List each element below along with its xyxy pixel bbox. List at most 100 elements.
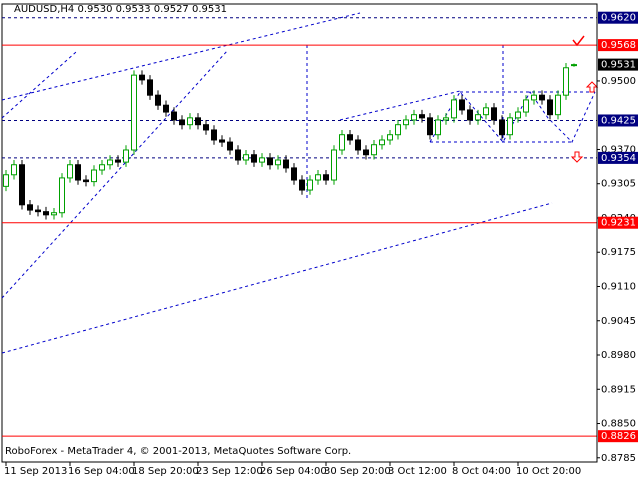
candle-body	[275, 159, 281, 166]
plot-frame	[1, 3, 598, 463]
candle-body	[531, 94, 537, 101]
x-tick-label: 3 Oct 12:00	[388, 466, 447, 477]
candle-body	[259, 157, 265, 163]
candle-body	[451, 99, 457, 119]
candle-body	[379, 139, 385, 146]
candle-body	[67, 164, 73, 179]
candle-body	[419, 114, 425, 119]
candle-body	[427, 117, 433, 136]
candle-body	[211, 129, 217, 141]
candle-body	[35, 209, 41, 213]
candle-body	[43, 211, 49, 216]
level-label: 0.9620	[601, 13, 636, 24]
y-tick-label: 0.8785	[601, 453, 636, 464]
y-tick-label: 0.9110	[601, 281, 636, 292]
price-tag	[598, 58, 638, 71]
candle-body	[11, 164, 17, 176]
candle-body	[147, 79, 153, 96]
candle-body	[107, 159, 113, 166]
level-tag	[598, 216, 638, 229]
candle-body	[347, 134, 353, 141]
candle-body	[571, 64, 577, 67]
candle-body	[315, 174, 321, 181]
candle-body	[363, 149, 369, 156]
candle-body	[323, 174, 329, 181]
y-tick-label: 0.8980	[601, 350, 636, 361]
y-tick-label: 0.8915	[601, 384, 636, 395]
x-tick-label: 26 Sep 04:00	[260, 466, 327, 477]
candle-body	[395, 124, 401, 136]
candle-body	[59, 177, 65, 214]
candle-body	[115, 159, 121, 163]
trend-line	[339, 90, 461, 121]
candle-body	[307, 179, 313, 191]
candle-body	[27, 204, 33, 211]
price-label: 0.9531	[601, 60, 636, 71]
trend-lines	[1, 12, 596, 354]
candle-body	[83, 179, 89, 183]
candle-body	[291, 167, 297, 181]
candle-body	[267, 157, 273, 166]
y-tick-label: 0.9370	[601, 144, 636, 155]
x-tick-label: 8 Oct 04:00	[452, 466, 511, 477]
level-tag	[598, 151, 638, 164]
candle-body	[515, 111, 521, 119]
level-tag	[598, 114, 638, 127]
candle-body	[203, 124, 209, 131]
candle-body	[563, 67, 569, 96]
candle-body	[555, 94, 561, 116]
level-label: 0.8826	[601, 431, 636, 442]
footer: RoboForex - MetaTrader 4, © 2001-2013, M…	[5, 446, 351, 457]
candle-body	[387, 134, 393, 141]
candle-body	[3, 174, 9, 187]
candle-body	[483, 107, 489, 116]
candle-body	[163, 104, 169, 113]
y-tick-label: 0.9500	[601, 76, 636, 87]
level-label: 0.9425	[601, 115, 636, 126]
candle-body	[243, 154, 249, 161]
candle-body	[91, 169, 97, 183]
x-tick-label: 18 Sep 20:00	[132, 466, 199, 477]
candle-body	[507, 117, 513, 136]
y-tick-label: 0.9045	[601, 316, 636, 327]
y-tick-label: 0.9305	[601, 179, 636, 190]
candle-body	[435, 119, 441, 136]
level-tag	[598, 11, 638, 24]
candle-body	[331, 149, 337, 181]
candle-body	[491, 107, 497, 121]
x-tick-label: 30 Sep 20:00	[324, 466, 391, 477]
trend-line	[1, 12, 361, 101]
candle-body	[251, 154, 257, 163]
chart-title: AUDUSD,H4 0.9530 0.9533 0.9527 0.9531	[14, 4, 227, 15]
candle-body	[123, 149, 129, 163]
y-tick-label: 0.8850	[601, 419, 636, 430]
check-mark	[572, 35, 585, 47]
candle-body	[299, 179, 305, 191]
candle-body	[539, 94, 545, 101]
level-tag	[598, 430, 638, 443]
candle-body	[155, 94, 161, 106]
candle-body	[235, 149, 241, 161]
candle-body	[459, 99, 465, 111]
candle-body	[355, 139, 361, 151]
candle-body	[75, 164, 81, 181]
trend-line	[1, 51, 77, 119]
pattern-line	[429, 91, 596, 143]
candle-body	[139, 74, 145, 81]
candle-body	[179, 119, 185, 126]
candle-body	[219, 139, 225, 143]
candle-body	[403, 119, 409, 126]
candle-body	[283, 159, 289, 169]
candle-body	[227, 141, 233, 151]
level-label: 0.9231	[601, 218, 636, 229]
candle-body	[131, 74, 137, 151]
candle-body	[467, 109, 473, 121]
trend-line	[1, 202, 553, 354]
candle-body	[475, 114, 481, 121]
candle-body	[51, 212, 57, 216]
candle-body	[499, 119, 505, 136]
candle-body	[339, 134, 345, 151]
candle-body	[195, 117, 201, 126]
